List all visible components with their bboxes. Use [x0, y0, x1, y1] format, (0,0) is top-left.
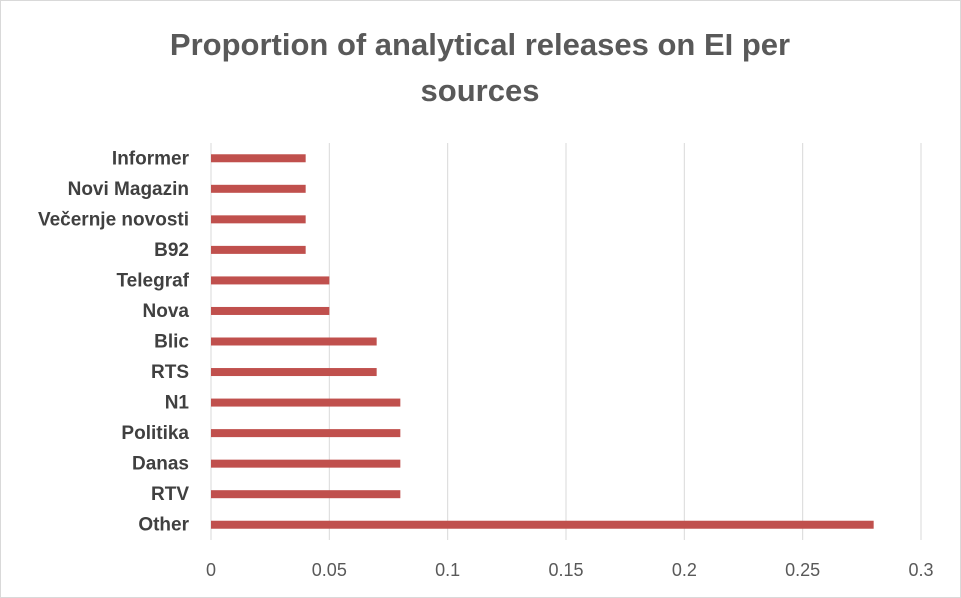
category-label: Telegraf: [116, 270, 189, 291]
category-label: Blic: [154, 332, 189, 353]
category-label: Večernje novosti: [38, 209, 189, 230]
x-tick-label: 0.3: [908, 560, 933, 580]
category-label: Nova: [143, 301, 190, 322]
x-tick-label: 0.2: [672, 560, 697, 580]
bar: [211, 307, 329, 315]
category-label: Politika: [121, 423, 189, 444]
bar: [211, 276, 329, 284]
bars: [211, 154, 874, 528]
bar: [211, 490, 400, 498]
x-tick-labels: 0 0.05 0.1 0.15 0.2 0.25 0.3: [206, 560, 934, 580]
category-labels: Other RTV Danas Politika N1 RTS Blic Nova Telegr…: [38, 148, 190, 535]
category-label: Novi Magazin: [68, 179, 189, 200]
bar: [211, 154, 306, 162]
x-tick-label: 0.1: [435, 560, 460, 580]
bar: [211, 185, 306, 193]
x-tick-label: 0.05: [312, 560, 347, 580]
bar: [211, 399, 400, 407]
x-tick-label: 0.15: [548, 560, 583, 580]
category-label: B92: [154, 240, 189, 261]
category-label: Other: [138, 515, 189, 536]
category-label: N1: [165, 393, 190, 414]
category-label: Informer: [112, 148, 190, 169]
category-label: Danas: [132, 454, 189, 475]
category-label: RTS: [151, 362, 189, 383]
x-tick-label: 0.25: [785, 560, 820, 580]
bar: [211, 429, 400, 437]
bar: [211, 338, 377, 346]
bar: [211, 215, 306, 223]
bar: [211, 246, 306, 254]
category-label: RTV: [151, 484, 189, 505]
bar: [211, 521, 874, 529]
bar: [211, 460, 400, 468]
bar: [211, 368, 377, 376]
x-tick-label: 0: [206, 560, 216, 580]
